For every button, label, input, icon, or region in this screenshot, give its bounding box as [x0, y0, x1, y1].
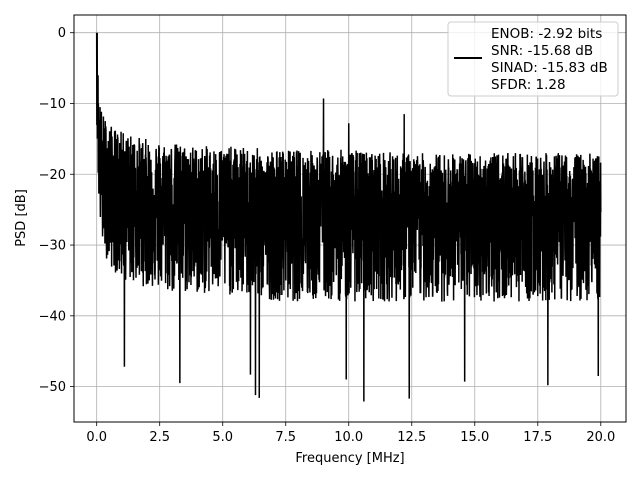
psd-series-line [95, 32, 602, 402]
y-tick-label: −50 [39, 380, 66, 395]
legend-entry-enob: ENOB: -2.92 bits [491, 26, 602, 42]
legend-entry-sfdr: SFDR: 1.28 [491, 77, 566, 93]
y-axis-ticks: 0 −10 −20 −30 −40 −50 [39, 26, 74, 395]
y-tick-label: −10 [39, 97, 66, 112]
x-tick-label: 0.0 [86, 430, 107, 445]
x-tick-label: 7.5 [275, 430, 296, 445]
x-tick-label: 5.0 [212, 430, 233, 445]
legend: ENOB: -2.92 bits SNR: -15.68 dB SINAD: -… [447, 21, 619, 97]
x-tick-label: 10.0 [334, 430, 363, 445]
x-axis-label: Frequency [MHz] [295, 451, 404, 466]
x-axis-ticks: 0.0 2.5 5.0 7.5 10.0 12.5 15.0 17.5 20.0 [86, 422, 615, 445]
x-tick-label: 12.5 [397, 430, 426, 445]
y-tick-label: −30 [39, 239, 66, 254]
x-tick-label: 15.0 [460, 430, 489, 445]
x-tick-label: 20.0 [586, 430, 615, 445]
plot-area [95, 32, 602, 402]
y-tick-label: −20 [39, 168, 66, 183]
plot-frame [73, 14, 627, 423]
legend-entry-snr: SNR: -15.68 dB [491, 43, 593, 59]
y-axis-label: PSD [dB] [14, 189, 29, 247]
y-tick-label: 0 [58, 26, 66, 41]
legend-entry-sinad: SINAD: -15.83 dB [491, 60, 608, 76]
legend-box [447, 21, 619, 97]
x-tick-label: 17.5 [523, 430, 552, 445]
x-tick-label: 2.5 [149, 430, 170, 445]
y-tick-label: −40 [39, 309, 66, 324]
